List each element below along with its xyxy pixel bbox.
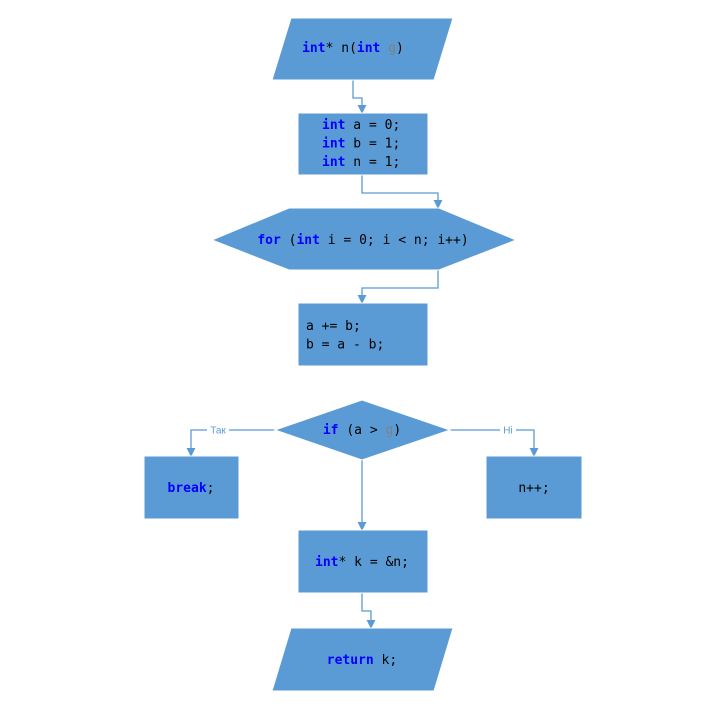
edge-label-no-bg [500,424,516,436]
init-block-shape [297,112,429,176]
shapes [143,17,583,692]
edge-for-to-body [357,270,439,304]
func-signature-shape [271,17,454,81]
edge-signature-to-init [352,80,367,114]
edge-if-to-break [186,429,275,457]
edge-label-yes-bg [207,424,229,436]
code-token: i = 0; i < n; i++) [320,233,469,248]
keyword-token: return [327,653,374,668]
code-token: b = a - b; [306,338,384,353]
edge-label-yes: Так [210,426,226,437]
break-block-shape [143,455,240,520]
keyword-token: int [296,233,319,248]
func-signature-label-line-1: int* n(int g) [302,41,404,56]
code-token: n = 1; [345,155,400,170]
for-loop-label-line-1: for (int i = 0; i < n; i++) [257,233,468,248]
init-block-label-line-3: int n = 1; [322,155,400,170]
loop-body-label-line-2: b = a - b; [306,338,384,353]
keyword-token: int [322,118,345,133]
keyword-token: if [323,423,339,438]
return-block-label-line-1: return k; [327,653,397,668]
connectors [186,80,539,629]
keyword-token: break [168,481,207,496]
break-block-label-line-1: break; [168,481,215,496]
keyword-token: int [322,155,345,170]
code-token: n++; [518,481,549,496]
parameter-token: g [388,41,396,56]
code-token: (a > [339,423,386,438]
code-token: k; [374,653,397,668]
keyword-token: for [257,233,281,248]
edge-init-to-for [361,175,443,209]
code-token: b = 1; [345,137,400,152]
parameter-token: g [385,423,393,438]
code-token: ; [207,481,215,496]
edge-if-to-increment [450,429,539,457]
keyword-token: int [322,137,345,152]
pointer-assign-label-line-1: int* k = &n; [315,555,409,570]
code-token: a += b; [306,319,361,334]
increment-block-label-line-1: n++; [518,481,549,496]
code-token: * k = &n; [339,555,409,570]
code-token: a = 0; [345,118,400,133]
edge-pointer-to-return [361,593,376,629]
if-condition-shape [273,399,452,461]
return-block-shape [271,627,454,692]
node-labels: int* n(int g)int a = 0;int b = 1;int n =… [168,41,550,668]
if-condition-label-line-1: if (a > g) [323,423,401,438]
code-token [380,41,388,56]
loop-body-label-line-1: a += b; [306,319,361,334]
loop-body-shape [297,302,429,367]
for-loop-shape [210,207,518,271]
keyword-token: int [357,41,380,56]
keyword-token: int [302,41,325,56]
code-token: ( [281,233,297,248]
code-token: ) [393,423,401,438]
pointer-assign-shape [297,529,429,594]
edge-label-no: Ні [503,426,512,437]
init-block-label-line-2: int b = 1; [322,137,400,152]
init-block-label-line-1: int a = 0; [322,118,400,133]
keyword-token: int [315,555,338,570]
code-token: * n( [326,41,357,56]
increment-block-shape [485,455,583,520]
code-token: ) [396,41,404,56]
